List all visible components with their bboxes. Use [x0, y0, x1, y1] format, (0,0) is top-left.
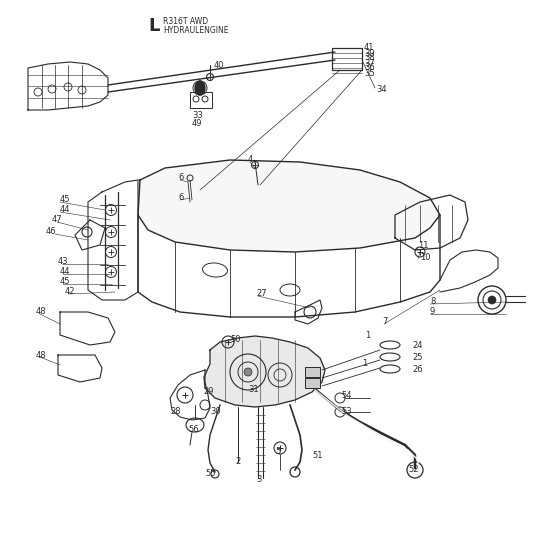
- Polygon shape: [204, 336, 325, 407]
- Text: 44: 44: [60, 206, 71, 214]
- Text: 45: 45: [60, 195, 71, 204]
- Text: 51: 51: [312, 450, 323, 460]
- Text: 4: 4: [248, 156, 253, 165]
- Text: 40: 40: [214, 60, 225, 69]
- Text: 38: 38: [364, 54, 375, 63]
- Text: 24: 24: [412, 340, 422, 349]
- Text: 5: 5: [275, 447, 280, 456]
- Text: 2: 2: [235, 458, 240, 466]
- Text: 48: 48: [36, 307, 46, 316]
- Text: 11: 11: [418, 241, 428, 250]
- Text: 27: 27: [256, 290, 267, 298]
- Text: 34: 34: [376, 85, 386, 94]
- Bar: [332, 48, 362, 70]
- Circle shape: [244, 368, 252, 376]
- Text: 26: 26: [412, 365, 423, 374]
- Text: 29: 29: [203, 388, 213, 396]
- Text: 42: 42: [65, 287, 76, 296]
- Text: 33: 33: [192, 111, 203, 120]
- Bar: [305, 378, 320, 388]
- Text: 1: 1: [362, 360, 367, 368]
- Text: 43: 43: [58, 258, 69, 267]
- Text: 31: 31: [248, 385, 259, 394]
- Text: 46: 46: [46, 227, 57, 236]
- Text: 47: 47: [52, 216, 63, 225]
- Text: 55: 55: [205, 469, 216, 478]
- Text: 48: 48: [36, 351, 46, 360]
- Text: 6: 6: [178, 174, 183, 183]
- Text: 56: 56: [188, 426, 199, 435]
- Text: 1: 1: [365, 330, 370, 339]
- Text: R316T AWD: R316T AWD: [163, 17, 208, 26]
- Text: 35: 35: [364, 68, 375, 77]
- Text: 45: 45: [60, 278, 71, 287]
- Text: 7: 7: [382, 318, 388, 326]
- Text: 25: 25: [412, 352, 422, 362]
- Text: 36: 36: [364, 63, 375, 72]
- Circle shape: [488, 296, 496, 304]
- Text: 53: 53: [341, 408, 352, 417]
- Text: 37: 37: [364, 58, 375, 68]
- Text: 30: 30: [210, 408, 221, 417]
- Text: 54: 54: [341, 390, 352, 399]
- Text: L: L: [148, 17, 160, 35]
- Polygon shape: [138, 160, 440, 252]
- Text: 41: 41: [364, 44, 375, 53]
- Text: HYDRAULENGINE: HYDRAULENGINE: [163, 26, 228, 35]
- Text: 3: 3: [256, 475, 262, 484]
- Text: 28: 28: [170, 408, 181, 417]
- Text: 52: 52: [408, 465, 418, 474]
- Text: 10: 10: [420, 253, 431, 262]
- Text: 8: 8: [430, 297, 435, 306]
- Bar: [190, 92, 212, 108]
- Ellipse shape: [195, 81, 205, 95]
- Text: 6: 6: [178, 194, 183, 203]
- Bar: [305, 367, 320, 377]
- Text: 9: 9: [430, 307, 435, 316]
- Text: 50: 50: [230, 335, 240, 344]
- Text: 44: 44: [60, 268, 71, 277]
- Text: 39: 39: [364, 49, 375, 58]
- Text: 49: 49: [192, 119, 203, 128]
